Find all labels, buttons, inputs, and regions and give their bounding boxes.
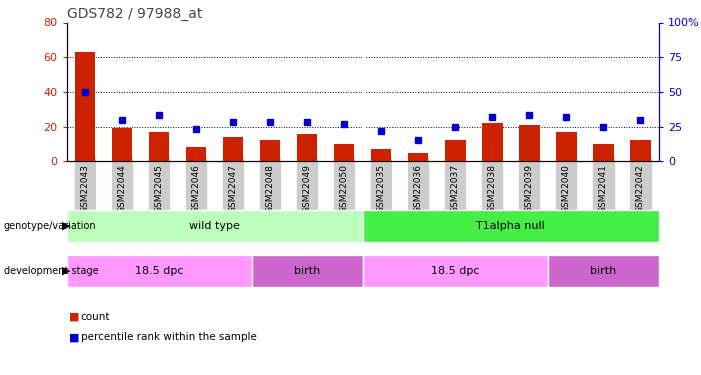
Bar	[593, 144, 613, 161]
Bar	[371, 149, 391, 161]
Bar	[67, 210, 363, 242]
Text: T1alpha null: T1alpha null	[477, 221, 545, 231]
Text: development stage: development stage	[4, 266, 98, 276]
Bar	[223, 137, 243, 161]
Text: birth: birth	[590, 266, 617, 276]
Bar	[149, 132, 170, 161]
Bar	[482, 123, 503, 161]
Text: ▶: ▶	[62, 266, 70, 276]
Text: ▶: ▶	[62, 221, 70, 231]
Bar	[112, 128, 132, 161]
Bar	[334, 144, 355, 161]
Text: genotype/variation: genotype/variation	[4, 221, 96, 231]
Text: ■: ■	[69, 333, 79, 342]
Bar	[630, 141, 651, 161]
Bar	[260, 141, 280, 161]
Bar	[445, 141, 465, 161]
Bar	[408, 153, 428, 161]
Bar	[363, 210, 659, 242]
Bar	[363, 255, 548, 287]
Bar	[556, 132, 576, 161]
Text: 18.5 dpc: 18.5 dpc	[431, 266, 479, 276]
Text: count: count	[81, 312, 110, 322]
Text: wild type: wild type	[189, 221, 240, 231]
Bar	[297, 134, 318, 161]
Bar	[75, 52, 95, 161]
Bar	[252, 255, 363, 287]
Bar	[548, 255, 659, 287]
Bar	[519, 125, 540, 161]
Bar	[186, 147, 206, 161]
Bar	[67, 255, 252, 287]
Text: birth: birth	[294, 266, 320, 276]
Text: GDS782 / 97988_at: GDS782 / 97988_at	[67, 8, 202, 21]
Text: 18.5 dpc: 18.5 dpc	[135, 266, 184, 276]
Text: percentile rank within the sample: percentile rank within the sample	[81, 333, 257, 342]
Text: ■: ■	[69, 312, 79, 322]
